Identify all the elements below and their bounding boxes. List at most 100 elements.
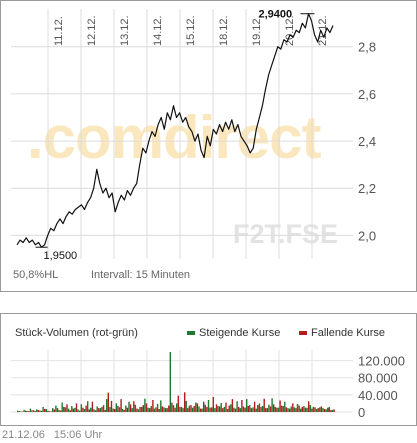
volume-bar-falling <box>123 409 125 412</box>
volume-bar-falling <box>82 407 84 412</box>
volume-chart-panel: Stück-Volumen (rot-grün) Steigende Kurse… <box>0 313 417 426</box>
volume-bar-falling <box>317 408 319 412</box>
volume-bar-falling <box>104 409 106 412</box>
volume-bar-rising <box>284 401 286 412</box>
volume-bar-rising <box>20 411 22 412</box>
y-tick-label: 2,8 <box>358 40 376 55</box>
legend-falling-label: Fallende Kurse <box>311 327 385 339</box>
x-tick-label: 18.12. <box>218 15 230 46</box>
volume-bar-falling <box>136 408 138 412</box>
volume-bar-falling <box>282 406 284 412</box>
volume-bar-rising <box>331 409 334 412</box>
y-tick-label: 2,4 <box>358 134 376 149</box>
volume-bar-falling <box>257 405 259 412</box>
volume-bar-falling <box>69 410 71 412</box>
volume-bar-falling <box>190 405 192 412</box>
x-tick-label: 15.12. <box>185 15 197 46</box>
volume-bar-rising <box>17 410 19 412</box>
volume-bar-falling <box>126 407 129 412</box>
volume-bar-rising <box>191 407 194 412</box>
volume-bar-falling <box>215 404 218 412</box>
volume-bar-falling <box>292 403 294 412</box>
volume-bar-rising <box>188 405 191 412</box>
volume-bar-rising <box>137 409 140 412</box>
timestamp-time: 15:06 Uhr <box>53 429 103 441</box>
volume-bar-falling <box>47 410 49 412</box>
volume-bar-falling <box>155 407 157 412</box>
volume-bar-rising <box>39 410 41 412</box>
volume-bar-rising <box>185 400 187 412</box>
volume-bar-rising <box>214 408 216 412</box>
volume-bar-rising <box>261 406 264 412</box>
volume-bar-rising <box>277 407 280 412</box>
volume-bar-rising <box>198 406 200 412</box>
legend-rising-label: Steigende Kurse <box>199 327 281 339</box>
volume-bar-falling <box>180 406 183 412</box>
volume-bar-rising <box>106 399 108 412</box>
volume-bar-rising <box>96 406 98 412</box>
x-tick-label: 14.12. <box>152 15 164 46</box>
volume-bar-rising <box>290 406 292 412</box>
hl-value: 50,8 <box>13 269 35 281</box>
volume-bar-rising <box>268 404 270 412</box>
volume-bar-rising <box>58 409 60 412</box>
volume-bar-falling <box>129 404 132 412</box>
volume-bar-rising <box>147 407 149 412</box>
volume-bar-rising <box>315 409 318 412</box>
volume-bar-rising <box>26 410 28 412</box>
volume-bar-falling <box>250 408 253 412</box>
volume-bar-rising <box>182 408 184 412</box>
volume-bar-rising <box>32 410 35 412</box>
x-tick-label: 19.12. <box>251 15 263 46</box>
volume-bar-rising <box>322 408 324 412</box>
volume-bar-falling <box>263 398 265 412</box>
volume-bar-falling <box>91 401 94 412</box>
volume-bar-falling <box>63 406 65 412</box>
volume-bar-falling <box>53 409 55 412</box>
volume-y-tick-label: 0 <box>358 405 365 420</box>
volume-bar-falling <box>44 409 46 412</box>
volume-bar-rising <box>233 407 235 412</box>
volume-bar-falling <box>269 406 272 412</box>
volume-bar-rising <box>29 408 32 412</box>
volume-bar-falling <box>139 406 141 412</box>
volume-bar-rising <box>217 406 219 412</box>
volume-bar-falling <box>25 410 27 412</box>
volume-bar-falling <box>40 410 43 412</box>
volume-bar-rising <box>211 407 213 412</box>
volume-bar-falling <box>98 408 100 412</box>
volume-bar-falling <box>158 409 160 412</box>
volume-bar-rising <box>83 409 86 412</box>
volume-bar-falling <box>311 408 313 412</box>
volume-bar-falling <box>75 403 78 412</box>
volume-y-tick-label: 80.000 <box>358 371 398 386</box>
volume-bar-falling <box>149 408 151 412</box>
volume-bar-falling <box>171 402 173 412</box>
volume-bar-falling <box>110 400 113 412</box>
volume-bar-rising <box>303 406 305 412</box>
volume-bar-falling <box>225 402 227 412</box>
volume-bar-falling <box>212 397 214 412</box>
volume-bar-rising <box>74 407 76 412</box>
volume-bar-falling <box>298 405 300 412</box>
volume-bar-rising <box>45 409 47 412</box>
volume-bar-rising <box>112 408 114 412</box>
volume-bar-falling <box>222 408 224 412</box>
volume-bar-falling <box>330 409 332 412</box>
volume-bar-rising <box>249 405 251 412</box>
volume-y-tick-label: 120.000 <box>358 354 405 369</box>
volume-bar-falling <box>260 406 262 412</box>
x-tick-label: 12.12. <box>86 15 98 46</box>
volume-bar-rising <box>87 401 89 412</box>
volume-bar-rising <box>204 404 206 412</box>
low-label: 1,9500 <box>44 250 78 262</box>
volume-bar-falling <box>79 410 81 412</box>
y-tick-label: 2,6 <box>358 87 376 102</box>
volume-bar-falling <box>196 403 199 412</box>
volume-bar-rising <box>293 407 296 412</box>
volume-bar-falling <box>177 395 179 412</box>
volume-y-tick-labels: 120.000 80.000 40.000 0 <box>358 354 405 420</box>
volume-bar-rising <box>207 400 210 412</box>
volume-bar-falling <box>28 411 30 412</box>
volume-bar-falling <box>187 408 189 412</box>
